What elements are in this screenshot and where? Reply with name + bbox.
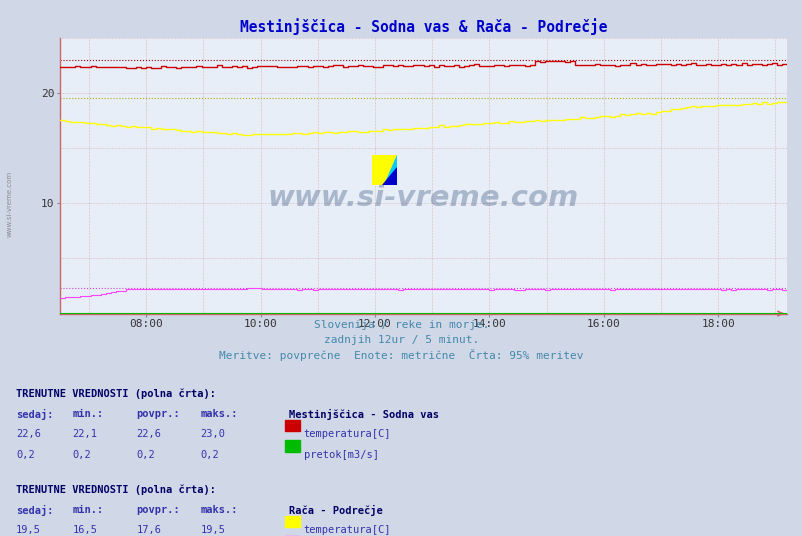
Text: 22,1: 22,1 bbox=[72, 429, 97, 440]
Text: zadnjih 12ur / 5 minut.: zadnjih 12ur / 5 minut. bbox=[323, 336, 479, 345]
Text: www.si-vreme.com: www.si-vreme.com bbox=[268, 184, 578, 212]
Text: 22,6: 22,6 bbox=[136, 429, 161, 440]
Text: sedaj:: sedaj: bbox=[16, 505, 54, 516]
Text: 17,6: 17,6 bbox=[136, 525, 161, 535]
Polygon shape bbox=[371, 155, 397, 185]
Text: maks.:: maks.: bbox=[200, 409, 238, 419]
Text: TRENUTNE VREDNOSTI (polna črta):: TRENUTNE VREDNOSTI (polna črta): bbox=[16, 485, 216, 495]
Text: 0,2: 0,2 bbox=[136, 450, 155, 460]
Text: 19,5: 19,5 bbox=[200, 525, 225, 535]
Text: povpr.:: povpr.: bbox=[136, 505, 180, 515]
Text: Mestinjščica - Sodna vas: Mestinjščica - Sodna vas bbox=[289, 409, 439, 420]
Text: 19,5: 19,5 bbox=[16, 525, 41, 535]
Polygon shape bbox=[371, 155, 397, 185]
Polygon shape bbox=[371, 155, 384, 185]
Text: Slovenija / reke in morje.: Slovenija / reke in morje. bbox=[314, 321, 488, 330]
Text: 0,2: 0,2 bbox=[16, 450, 34, 460]
Title: Mestinjščica - Sodna vas & Rača - Podrečje: Mestinjščica - Sodna vas & Rača - Podreč… bbox=[240, 18, 606, 35]
Polygon shape bbox=[382, 167, 397, 185]
Text: TRENUTNE VREDNOSTI (polna črta):: TRENUTNE VREDNOSTI (polna črta): bbox=[16, 389, 216, 399]
Text: min.:: min.: bbox=[72, 505, 103, 515]
Text: www.si-vreme.com: www.si-vreme.com bbox=[6, 170, 13, 237]
Text: 0,2: 0,2 bbox=[200, 450, 219, 460]
Text: Meritve: povprečne  Enote: metrične  Črta: 95% meritev: Meritve: povprečne Enote: metrične Črta:… bbox=[219, 349, 583, 361]
Text: sedaj:: sedaj: bbox=[16, 409, 54, 420]
Text: 0,2: 0,2 bbox=[72, 450, 91, 460]
Text: 16,5: 16,5 bbox=[72, 525, 97, 535]
Text: temperatura[C]: temperatura[C] bbox=[303, 525, 391, 535]
Text: min.:: min.: bbox=[72, 409, 103, 419]
Text: temperatura[C]: temperatura[C] bbox=[303, 429, 391, 440]
Polygon shape bbox=[384, 155, 397, 185]
Text: pretok[m3/s]: pretok[m3/s] bbox=[303, 450, 378, 460]
Text: povpr.:: povpr.: bbox=[136, 409, 180, 419]
Text: 23,0: 23,0 bbox=[200, 429, 225, 440]
Text: maks.:: maks.: bbox=[200, 505, 238, 515]
Text: 22,6: 22,6 bbox=[16, 429, 41, 440]
Text: Rača - Podrečje: Rača - Podrečje bbox=[289, 505, 383, 516]
